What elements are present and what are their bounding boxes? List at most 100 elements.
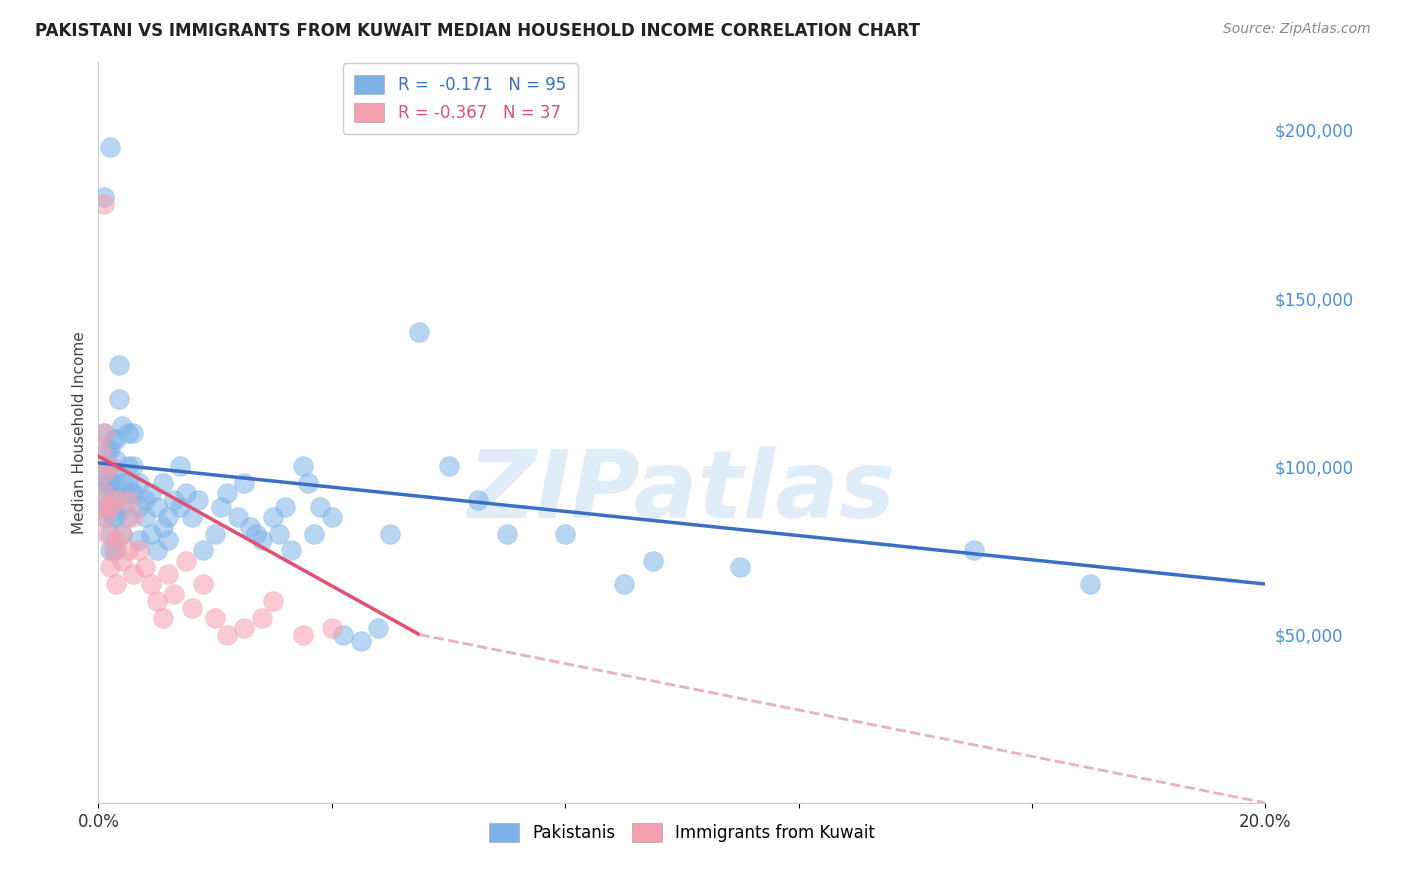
Point [111,526,134,541]
Point [96,500,118,514]
Point [169,500,191,514]
Point [122,425,145,440]
Point [180,600,202,615]
Point [117,476,139,491]
Point [157,533,180,548]
Point [101,433,124,447]
Point [98,459,121,474]
Point [128,476,150,491]
Point [98,526,121,541]
Point [104,452,127,467]
Point [250,610,273,624]
Point [280,543,302,558]
Point [128,500,150,514]
Point [380,526,402,541]
Point [139,526,162,541]
Point [496,526,519,541]
Point [291,459,314,474]
Point [122,509,145,524]
Point [174,553,197,567]
Point [104,492,127,507]
Point [122,486,145,500]
Point [146,594,169,608]
Point [93,486,115,500]
Point [193,543,215,558]
Point [297,476,319,491]
Point [350,634,373,648]
Point [93,190,115,204]
Point [612,577,634,591]
Point [98,139,121,153]
Point [730,560,752,574]
Point [101,466,124,480]
Point [262,594,284,608]
Point [215,627,238,641]
Point [117,543,139,558]
Point [117,459,139,474]
Point [128,543,150,558]
Point [93,476,115,491]
Point [104,533,127,548]
Point [104,509,127,524]
Point [111,500,134,514]
Point [169,459,191,474]
Point [152,610,174,624]
Point [157,509,180,524]
Point [93,509,115,524]
Point [117,425,139,440]
Point [245,526,267,541]
Point [96,500,118,514]
Point [111,418,134,433]
Point [93,459,115,474]
Point [101,509,124,524]
Point [174,486,197,500]
Point [228,509,250,524]
Point [233,476,256,491]
Point [321,509,343,524]
Text: PAKISTANI VS IMMIGRANTS FROM KUWAIT MEDIAN HOUSEHOLD INCOME CORRELATION CHART: PAKISTANI VS IMMIGRANTS FROM KUWAIT MEDI… [35,22,920,40]
Point [101,543,124,558]
Point [204,610,226,624]
Point [274,500,297,514]
Point [120,486,142,500]
Point [269,526,291,541]
Point [117,509,139,524]
Point [321,621,343,635]
Y-axis label: Median Household Income: Median Household Income [72,331,87,534]
Point [239,520,262,534]
Point [98,543,121,558]
Point [96,476,118,491]
Point [304,526,326,541]
Point [108,359,131,373]
Point [93,492,115,507]
Point [98,459,121,474]
Point [163,587,186,601]
Point [193,577,215,591]
Point [163,492,186,507]
Point [157,566,180,581]
Point [93,466,115,480]
Point [437,459,460,474]
Point [139,577,162,591]
Point [90,466,112,480]
Point [146,500,169,514]
Point [96,526,118,541]
Point [139,486,162,500]
Text: Source: ZipAtlas.com: Source: ZipAtlas.com [1223,22,1371,37]
Point [180,509,202,524]
Point [104,543,127,558]
Point [104,492,127,507]
Point [134,509,156,524]
Point [134,492,156,507]
Point [215,486,238,500]
Point [96,442,118,457]
Point [134,560,156,574]
Point [204,526,226,541]
Point [122,459,145,474]
Point [104,476,127,491]
Point [111,553,134,567]
Point [408,325,430,339]
Point [262,509,284,524]
Point [187,492,209,507]
Point [467,492,489,507]
